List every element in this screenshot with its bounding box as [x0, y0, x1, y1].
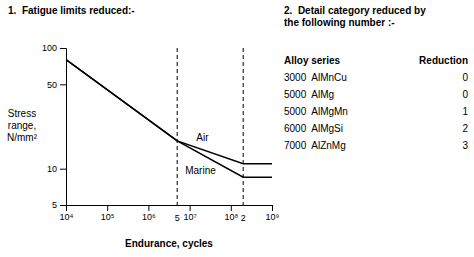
x-tick: 10⁷	[183, 205, 196, 222]
y-axis-title-line: Stress	[8, 108, 36, 119]
table-cell: 5000 AlMgMn	[284, 106, 348, 117]
x-tick: 10⁴	[60, 205, 74, 222]
y-tick: 100	[42, 43, 66, 53]
x-tick-mark	[231, 205, 232, 211]
x-tick-label: 10⁶	[142, 212, 156, 222]
table-cell: 6000 AlMgSi	[284, 123, 343, 134]
x-tick-label: 10⁴	[60, 212, 74, 222]
table-title: 2. Detail category reduced bythe followi…	[284, 5, 426, 28]
annotation: 5	[175, 213, 180, 223]
y-tick: 5	[52, 200, 66, 210]
table-header: Alloy series	[284, 55, 341, 66]
y-tick-mark	[60, 169, 66, 170]
x-tick-label: 10⁷	[183, 212, 196, 222]
x-tick-mark	[272, 205, 273, 211]
y-tick-label: 100	[42, 43, 57, 53]
annotation: Marine	[185, 165, 216, 176]
reference-line	[177, 48, 178, 205]
x-axis: 10⁴ 10⁵ 10⁶ 10⁷ 10⁸ 10⁹	[60, 205, 280, 222]
x-tick-label: 10⁸	[224, 212, 238, 222]
y-tick-label: 50	[47, 80, 57, 90]
table-cell: 1	[462, 106, 468, 117]
annotations: Air Marine 5 2	[175, 132, 246, 223]
y-tick-mark	[60, 205, 66, 206]
x-tick-mark	[148, 205, 149, 211]
annotation: Air	[196, 132, 209, 143]
x-tick: 10⁶	[142, 205, 156, 222]
x-tick: 10⁹	[266, 205, 280, 222]
y-tick-mark	[60, 48, 66, 49]
table-cell: 2	[462, 123, 468, 134]
x-axis-title: Endurance, cycles	[125, 238, 213, 249]
y-tick-label: 10	[47, 164, 57, 174]
series-line	[66, 60, 272, 164]
x-tick: 10⁵	[101, 205, 115, 222]
table-title-line: the following number :-	[284, 17, 395, 28]
x-tick-label: 10⁵	[101, 212, 115, 222]
title: 1. Fatigue limits reduced:-	[8, 5, 135, 16]
series-line	[66, 60, 272, 177]
y-axis-line	[60, 49, 67, 206]
x-axis-line	[67, 206, 273, 212]
table-cell: 0	[462, 72, 468, 83]
reference-line	[243, 48, 244, 205]
table-cell: 5000 AlMg	[284, 89, 334, 100]
y-axis-title-line: range,	[8, 120, 36, 131]
table-cell: 7000 AlZnMg	[284, 140, 346, 151]
y-tick: 50	[47, 80, 66, 90]
table-cell: 3	[462, 140, 468, 151]
y-tick-mark	[60, 84, 66, 85]
y-axis: 5 10 50 100	[42, 43, 67, 210]
x-tick-mark	[190, 205, 191, 211]
table-cell: 0	[462, 89, 468, 100]
table-title-line: 2. Detail category reduced by	[284, 5, 426, 16]
chart: 10⁴10⁵10⁶10⁷10⁸10⁹51050100AirMarine521. …	[0, 0, 474, 257]
annotation: 2	[241, 213, 246, 223]
x-tick-mark	[107, 205, 108, 211]
plot-area	[66, 48, 272, 205]
y-axis-title: Stressrange,N/mm²	[7, 108, 38, 143]
y-axis-title-line: N/mm²	[7, 132, 38, 143]
y-tick: 10	[47, 164, 66, 174]
table-header: Reduction	[419, 55, 468, 66]
x-tick-label: 10⁹	[266, 212, 280, 222]
y-tick-label: 5	[52, 200, 57, 210]
x-tick: 10⁸	[224, 205, 238, 222]
table-cell: 3000 AlMnCu	[284, 72, 347, 83]
